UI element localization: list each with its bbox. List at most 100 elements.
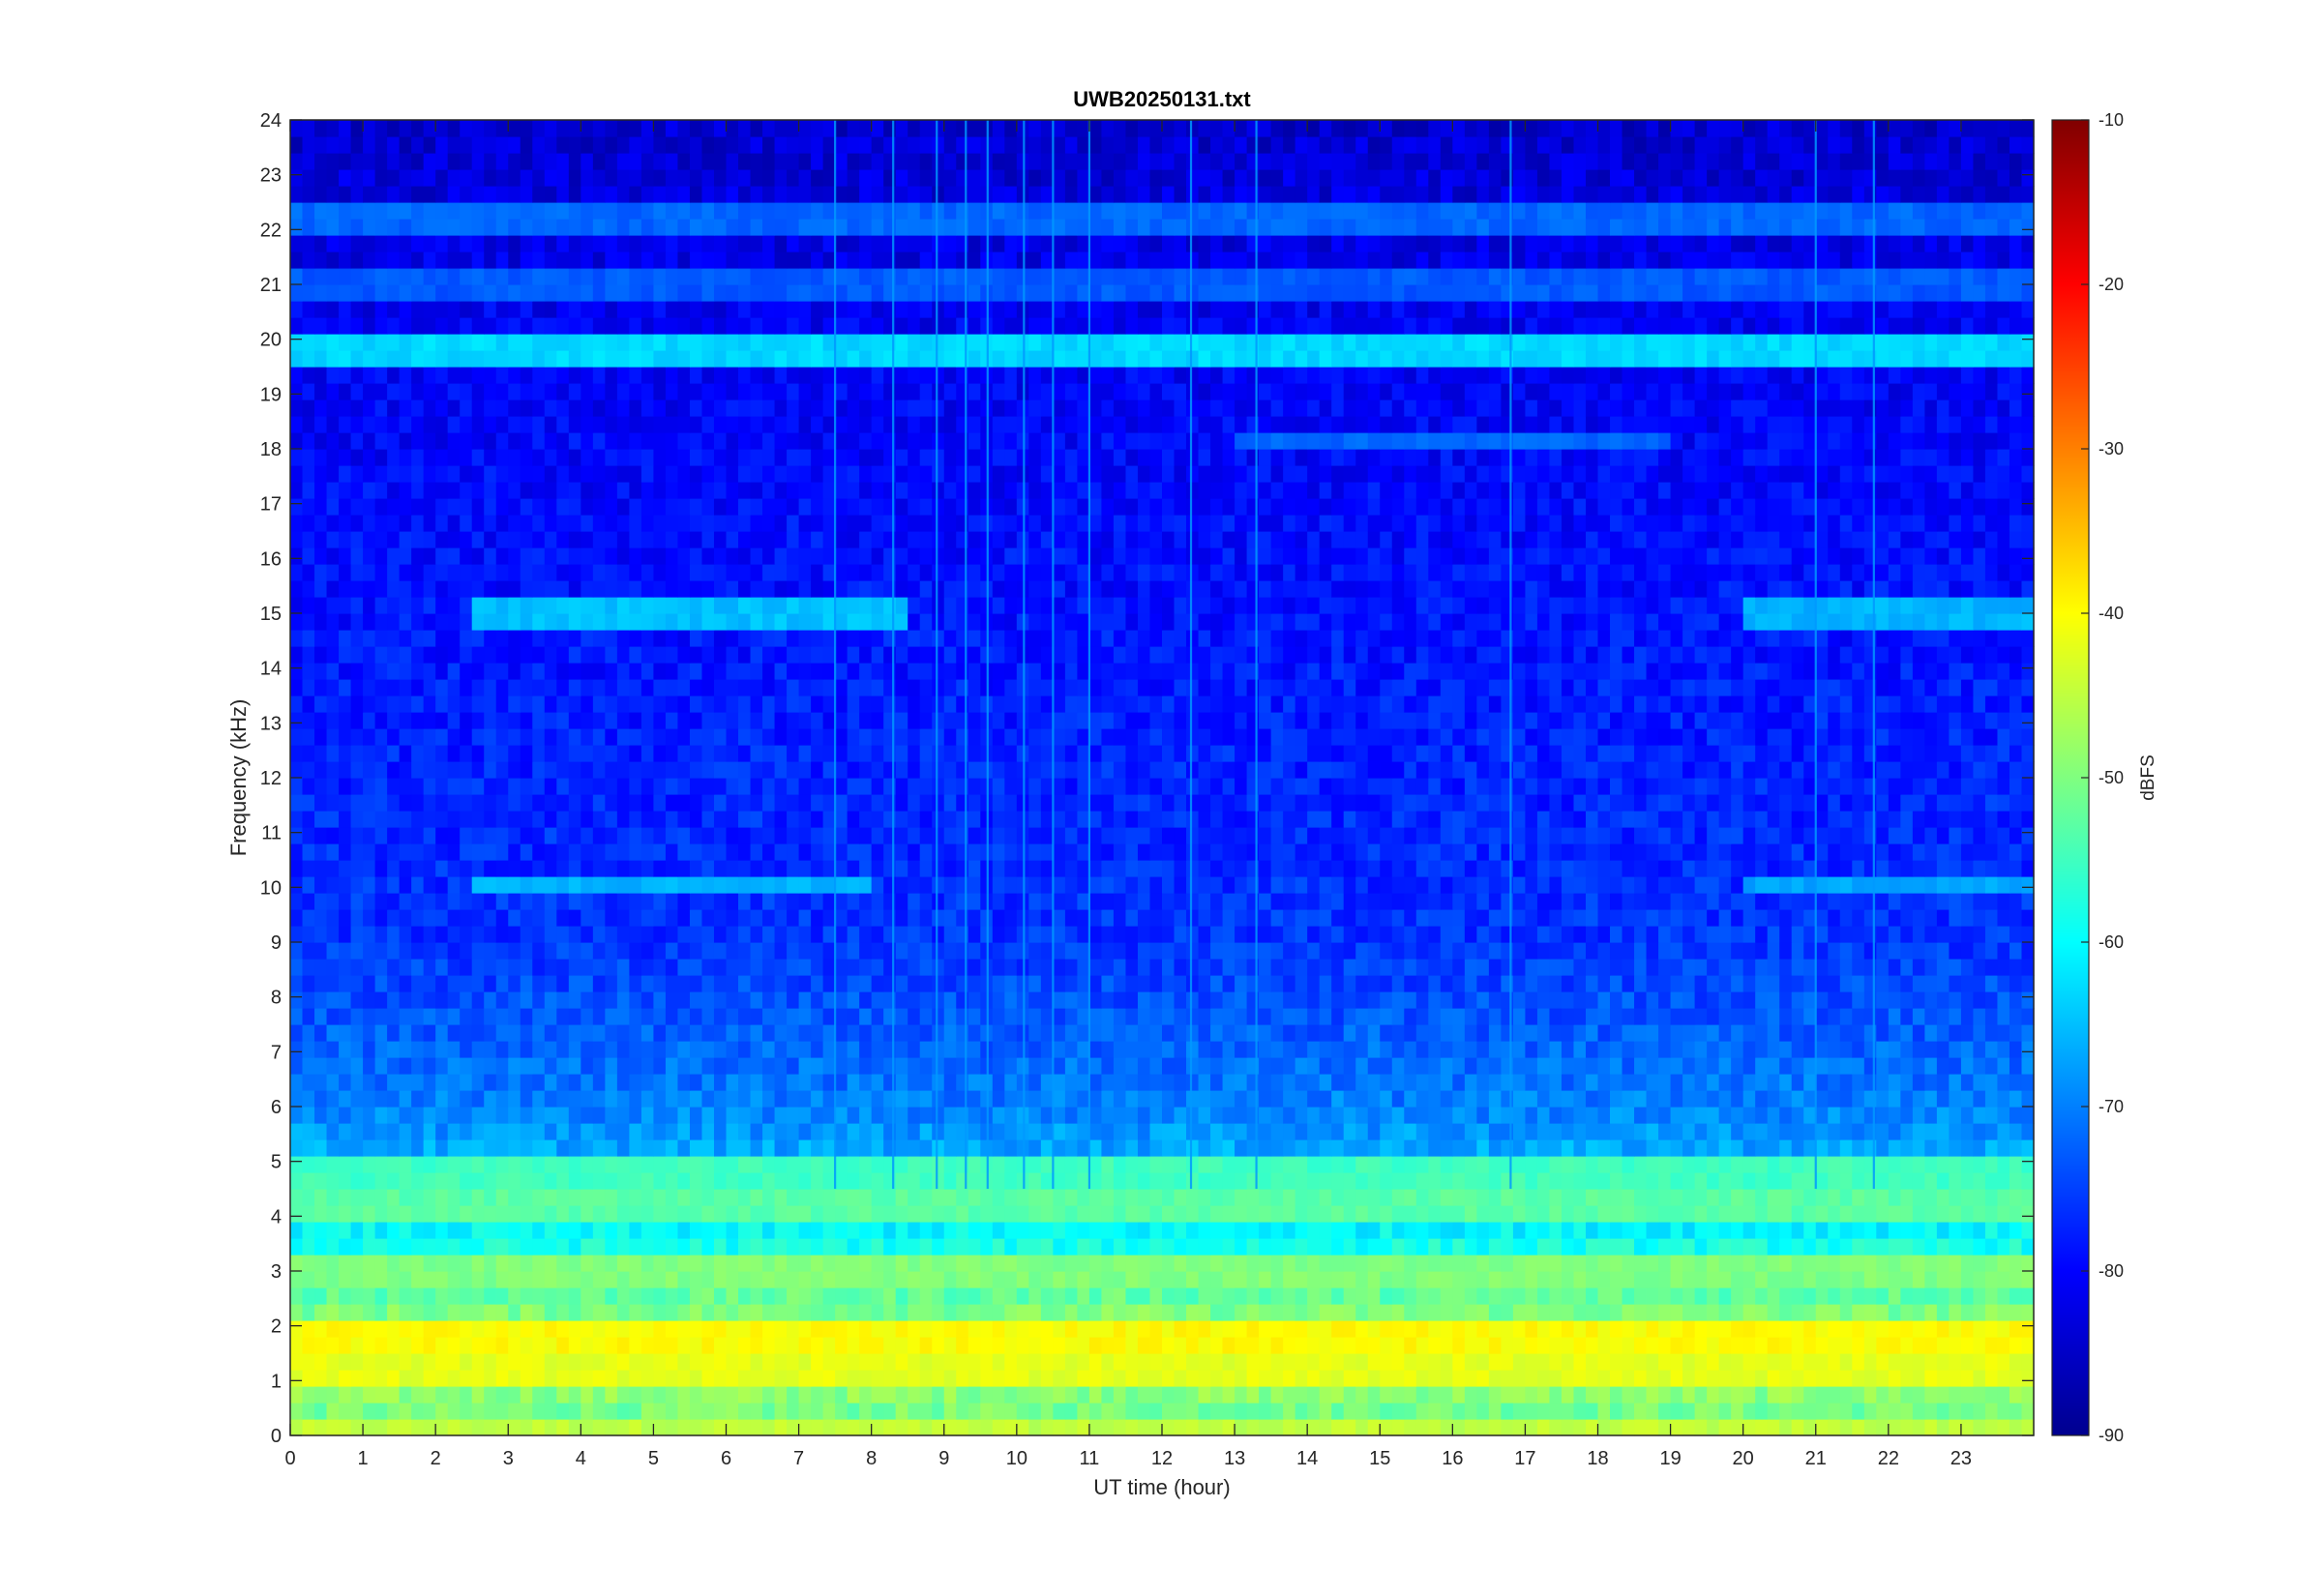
heatmap-cell bbox=[1295, 1189, 1308, 1206]
heatmap-cell bbox=[435, 926, 449, 943]
heatmap-cell bbox=[544, 975, 557, 992]
heatmap-cell bbox=[1512, 1320, 1527, 1338]
heatmap-cell bbox=[774, 1238, 788, 1256]
heatmap-cell bbox=[932, 1139, 945, 1157]
heatmap-cell bbox=[1053, 1222, 1066, 1239]
heatmap-cell bbox=[1960, 1172, 1975, 1190]
heatmap-cell bbox=[326, 1304, 340, 1321]
heatmap-cell bbox=[520, 1008, 533, 1025]
heatmap-cell bbox=[883, 1320, 897, 1338]
heatmap-cell bbox=[774, 991, 788, 1009]
heatmap-cell bbox=[1295, 1370, 1308, 1387]
heatmap-cell bbox=[1984, 1107, 1999, 1124]
heatmap-cell bbox=[762, 1008, 776, 1025]
heatmap-cell bbox=[1016, 1238, 1029, 1256]
heatmap-cell bbox=[1658, 1370, 1672, 1387]
heatmap-cell bbox=[943, 1041, 957, 1058]
heatmap-cell bbox=[1235, 1370, 1248, 1387]
heatmap-cell bbox=[1053, 1172, 1066, 1190]
heatmap-cell bbox=[1210, 893, 1224, 910]
heatmap-cell bbox=[1707, 1419, 1720, 1436]
heatmap-cell bbox=[1295, 1057, 1308, 1075]
heatmap-cell bbox=[1222, 1287, 1235, 1305]
heatmap-cell bbox=[665, 1238, 679, 1256]
heatmap-cell bbox=[762, 1189, 776, 1206]
heatmap-cell bbox=[302, 1139, 315, 1157]
heatmap-cell bbox=[1088, 942, 1103, 960]
heatmap-cell bbox=[762, 942, 776, 960]
heatmap-cell bbox=[1259, 959, 1272, 976]
heatmap-cell bbox=[580, 1189, 594, 1206]
heatmap-cell bbox=[616, 876, 630, 894]
heatmap-cell bbox=[1646, 1205, 1659, 1223]
heatmap-cell bbox=[1404, 1255, 1417, 1272]
heatmap-cell bbox=[1137, 1370, 1151, 1387]
heatmap-cell bbox=[787, 1189, 800, 1206]
heatmap-cell bbox=[374, 860, 388, 877]
heatmap-cell bbox=[943, 1287, 957, 1305]
heatmap-cell bbox=[1839, 893, 1853, 910]
heatmap-cell bbox=[1343, 1287, 1356, 1305]
heatmap-cell bbox=[568, 1304, 581, 1321]
heatmap-cell bbox=[1246, 1403, 1260, 1420]
heatmap-cell bbox=[895, 1287, 908, 1305]
heatmap-cell bbox=[1415, 1255, 1429, 1272]
heatmap-cell bbox=[1949, 1205, 1962, 1223]
heatmap-cell bbox=[1222, 975, 1235, 992]
heatmap-cell bbox=[1852, 1172, 1865, 1190]
heatmap-cell bbox=[871, 942, 884, 960]
heatmap-cell bbox=[1597, 1172, 1611, 1190]
heatmap-cell bbox=[1718, 1403, 1732, 1420]
heatmap-cell bbox=[460, 1353, 473, 1371]
heatmap-cell bbox=[1016, 1370, 1029, 1387]
heatmap-cell bbox=[1525, 909, 1538, 927]
heatmap-cell bbox=[363, 1107, 376, 1124]
heatmap-cell bbox=[1343, 1403, 1356, 1420]
heatmap-cell bbox=[1585, 1320, 1599, 1338]
heatmap-cell bbox=[532, 1403, 546, 1420]
heatmap-cell bbox=[1973, 959, 1986, 976]
heatmap-cell bbox=[1900, 1222, 1914, 1239]
heatmap-cell bbox=[1803, 991, 1817, 1009]
heatmap-cell bbox=[1536, 1353, 1551, 1371]
heatmap-cell bbox=[1077, 1172, 1090, 1190]
heatmap-cell bbox=[363, 1189, 376, 1206]
heatmap-cell bbox=[1707, 1370, 1720, 1387]
heatmap-cell bbox=[1973, 1370, 1986, 1387]
heatmap-cell bbox=[374, 1139, 388, 1157]
heatmap-cell bbox=[1222, 926, 1235, 943]
heatmap-cell bbox=[532, 1172, 546, 1190]
heatmap-cell bbox=[1876, 1353, 1890, 1371]
heatmap-cell bbox=[677, 1353, 691, 1371]
heatmap-cell bbox=[908, 909, 921, 927]
heatmap-cell bbox=[290, 1008, 304, 1025]
heatmap-cell bbox=[1367, 909, 1381, 927]
heatmap-cell bbox=[629, 1238, 642, 1256]
heatmap-cell bbox=[1428, 1008, 1442, 1025]
heatmap-cell bbox=[399, 1041, 412, 1058]
heatmap-cell bbox=[1440, 1386, 1453, 1404]
heatmap-cell bbox=[1936, 1123, 1950, 1140]
heatmap-cell bbox=[1549, 1107, 1563, 1124]
heatmap-cell bbox=[2009, 1139, 2023, 1157]
heatmap-cell bbox=[1088, 1304, 1103, 1321]
heatmap-cell bbox=[1924, 1008, 1938, 1025]
heatmap-cell bbox=[1053, 1238, 1066, 1256]
heatmap-cell bbox=[1658, 1123, 1672, 1140]
heatmap-cell bbox=[1973, 1271, 1986, 1288]
heatmap-cell bbox=[374, 1353, 388, 1371]
heatmap-cell bbox=[1488, 959, 1502, 976]
heatmap-cell bbox=[1658, 1287, 1672, 1305]
heatmap-cell bbox=[1428, 876, 1442, 894]
heatmap-cell bbox=[605, 975, 618, 992]
heatmap-cell bbox=[532, 860, 546, 877]
heatmap-cell bbox=[1198, 1205, 1211, 1223]
heatmap-cell bbox=[738, 909, 752, 927]
heatmap-cell bbox=[1428, 1057, 1442, 1075]
heatmap-cell bbox=[1694, 1074, 1708, 1091]
heatmap-cell bbox=[1573, 991, 1587, 1009]
heatmap-cell bbox=[1573, 942, 1587, 960]
heatmap-cell bbox=[1767, 975, 1780, 992]
heatmap-cell bbox=[2021, 1238, 2035, 1256]
heatmap-cell bbox=[1295, 1090, 1308, 1108]
